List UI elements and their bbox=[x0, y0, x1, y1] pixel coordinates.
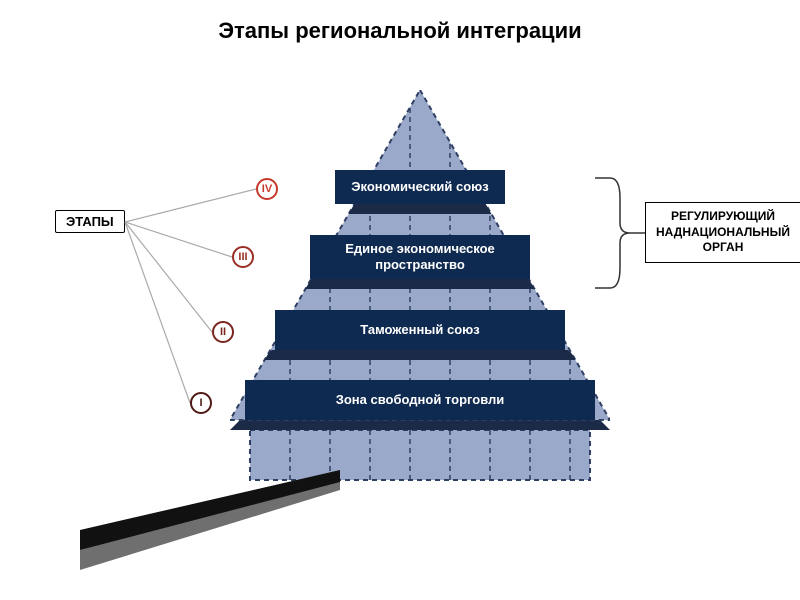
decorative-wedge bbox=[80, 470, 340, 570]
level-1-label: Зона свободной торговли bbox=[336, 392, 505, 408]
regulator-label-box: РЕГУЛИРУЮЩИЙ НАДНАЦИОНАЛЬНЫЙ ОРГАН bbox=[645, 202, 800, 263]
marker-iv-text: IV bbox=[262, 183, 272, 195]
marker-i-text: I bbox=[199, 397, 202, 409]
marker-iii: III bbox=[232, 246, 254, 268]
stages-label-text: ЭТАПЫ bbox=[66, 214, 114, 229]
pyramid-svg bbox=[230, 90, 610, 490]
diagram-stage: ЭТАПЫ bbox=[0, 90, 800, 590]
marker-iii-text: III bbox=[238, 251, 247, 263]
stages-label-box: ЭТАПЫ bbox=[55, 210, 125, 233]
level-3-label: Единое экономическое пространство bbox=[316, 241, 524, 274]
level-2-label: Таможенный союз bbox=[360, 322, 479, 338]
page-title: Этапы региональной интеграции bbox=[0, 18, 800, 44]
regulator-bracket bbox=[590, 168, 650, 298]
level-4-economic-union: Экономический союз bbox=[335, 170, 505, 204]
marker-iv: IV bbox=[256, 178, 278, 200]
pyramid: Экономический союз Единое экономическое … bbox=[230, 90, 610, 470]
level-2-customs-union: Таможенный союз bbox=[275, 310, 565, 350]
marker-i: I bbox=[190, 392, 212, 414]
level-1-free-trade-zone: Зона свободной торговли bbox=[245, 380, 595, 420]
regulator-label-text: РЕГУЛИРУЮЩИЙ НАДНАЦИОНАЛЬНЫЙ ОРГАН bbox=[656, 209, 790, 254]
level-4-label: Экономический союз bbox=[351, 179, 488, 195]
level-3-single-economic-space: Единое экономическое пространство bbox=[310, 235, 530, 279]
marker-ii: II bbox=[212, 321, 234, 343]
marker-ii-text: II bbox=[220, 326, 226, 338]
